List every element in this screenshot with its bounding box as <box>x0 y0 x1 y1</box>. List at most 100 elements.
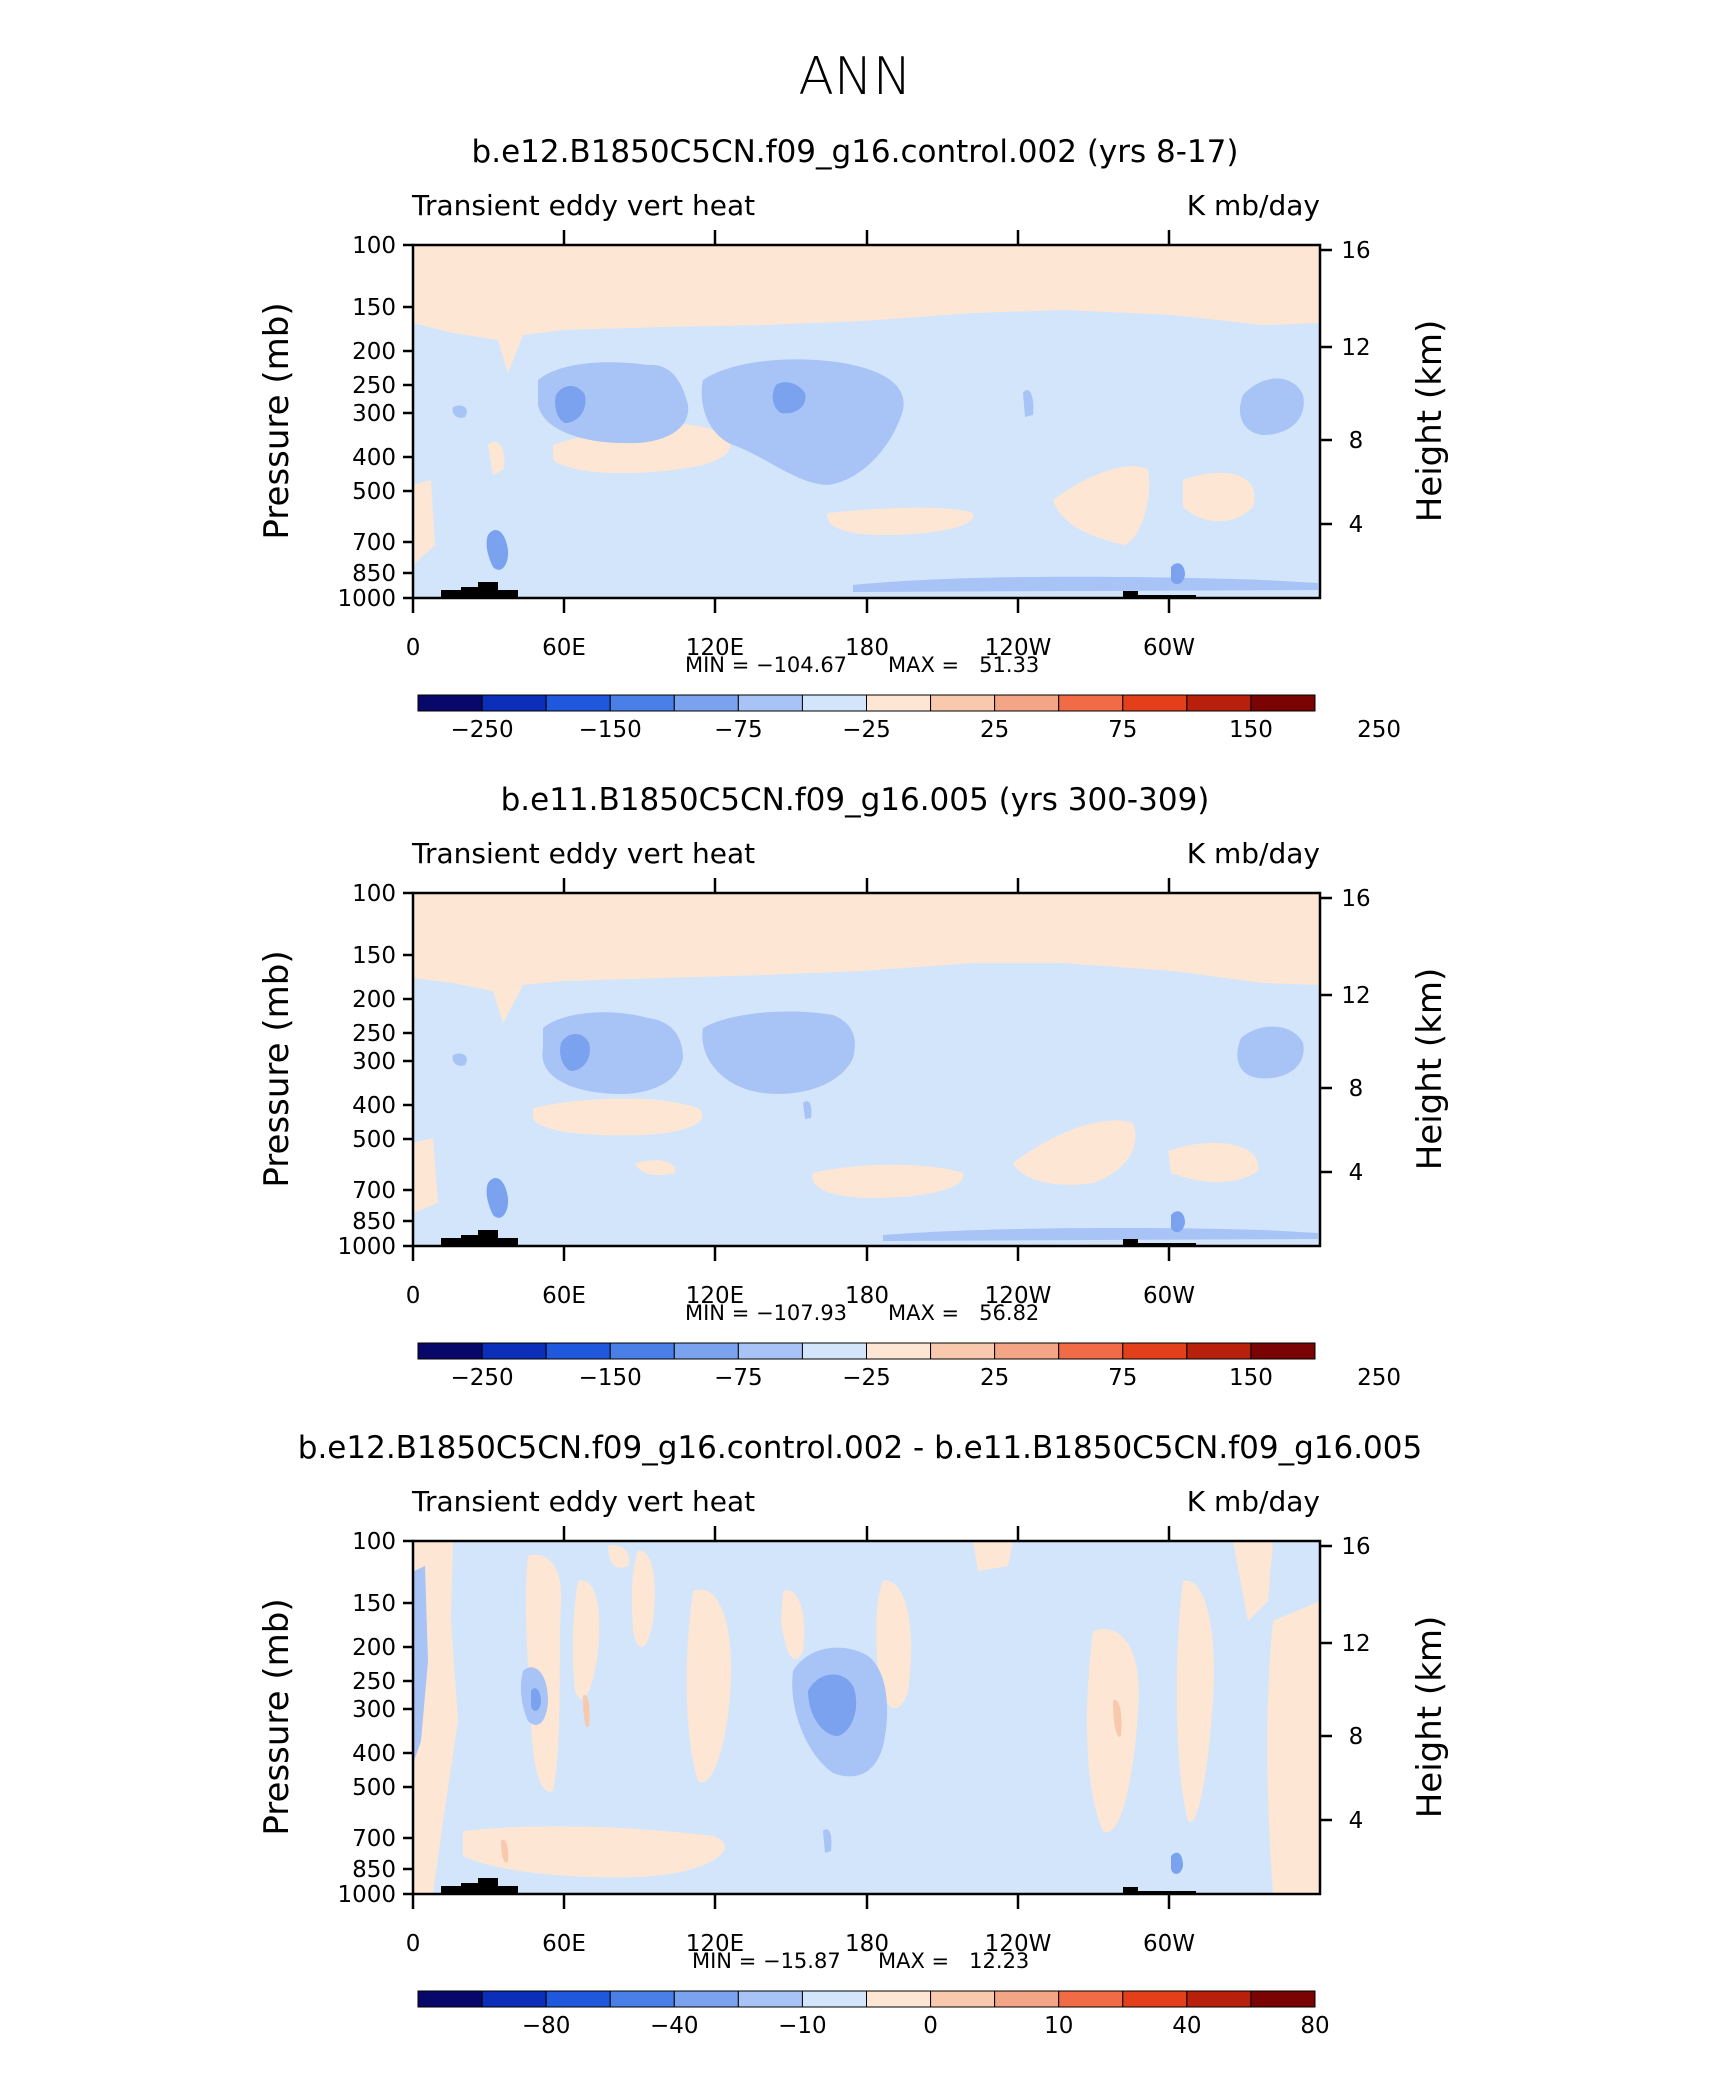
y-axis-label: Pressure (mb) <box>257 1598 297 1835</box>
field-negative-region <box>452 405 467 418</box>
field-positive-region <box>827 507 974 535</box>
field-positive-region <box>488 441 505 475</box>
y-tick-label: 700 <box>352 530 396 556</box>
colorbar: −250 −150 −75 −25 25 75 150 250 <box>417 1342 1401 1391</box>
plot-area: 0 60E 120E 180 120W 60W 100 150 200 250 … <box>337 878 1371 1325</box>
colorbar-swatch <box>609 1990 675 2008</box>
y-tick-label: 100 <box>352 1529 396 1555</box>
colorbar-swatch <box>481 694 547 712</box>
colorbar-label: 250 <box>1357 1365 1401 1391</box>
field-positive-region <box>1233 1541 1273 1621</box>
y-tick-label: 150 <box>352 943 396 969</box>
y-tick-label: 300 <box>352 1697 396 1723</box>
y2-tick-label: 4 <box>1349 1160 1364 1186</box>
field-negative-region <box>1171 1852 1183 1874</box>
y2-axis-label: Height (km) <box>1410 320 1450 523</box>
field-negative-region <box>542 1012 683 1095</box>
colorbar-label: −150 <box>579 717 642 743</box>
variable-label: Transient eddy vert heat <box>411 1485 755 1518</box>
land-mask <box>441 1878 518 1894</box>
x-tick-label: 60E <box>542 1283 586 1309</box>
y-tick-label: 400 <box>352 1093 396 1119</box>
colorbar-swatch <box>1122 1342 1188 1360</box>
units-label: K mb/day <box>1187 1485 1320 1518</box>
y-tick-label: 150 <box>352 1591 396 1617</box>
colorbar-label: −40 <box>650 2013 699 2039</box>
colorbar-label: 40 <box>1172 2013 1201 2039</box>
x-tick-label: 0 <box>406 635 421 661</box>
colorbar-swatch <box>994 694 1060 712</box>
field-negative-region <box>1237 1026 1304 1079</box>
units-label: K mb/day <box>1187 189 1320 222</box>
x-tick-label: 120E <box>686 635 744 661</box>
colorbar-swatch <box>801 694 867 712</box>
max-label: MAX = 51.33 <box>888 653 1039 677</box>
colorbar-swatch <box>481 1342 547 1360</box>
colorbar-swatch <box>994 1342 1060 1360</box>
y2-axis-label: Height (km) <box>1410 1616 1450 1819</box>
field-positive-region <box>501 1839 509 1863</box>
y-tick-label: 150 <box>352 295 396 321</box>
y-tick-label: 250 <box>352 1021 396 1047</box>
y-tick-label: 1000 <box>337 586 396 612</box>
field-positive-region <box>413 893 1320 1023</box>
y2-tick-label: 4 <box>1349 1808 1364 1834</box>
colorbar-swatch <box>866 1342 932 1360</box>
y2-tick-label: 16 <box>1341 886 1370 912</box>
y2-tick-label: 12 <box>1341 335 1370 361</box>
land-mask <box>1123 1887 1196 1894</box>
field-positive-region <box>572 1580 600 1699</box>
x-tick-label: 0 <box>406 1931 421 1957</box>
field-positive-region <box>413 480 435 565</box>
colorbar-swatch <box>866 694 932 712</box>
y2-tick-label: 12 <box>1341 983 1370 1009</box>
y-tick-label: 400 <box>352 445 396 471</box>
units-label: K mb/day <box>1187 837 1320 870</box>
colorbar-label: 25 <box>980 1365 1009 1391</box>
x-tick-label: 120E <box>686 1283 744 1309</box>
panel-3: b.e12.B1850C5CN.f09_g16.control.002 - b.… <box>257 1430 1450 2039</box>
y2-tick-label: 16 <box>1341 1534 1370 1560</box>
field-negative-region <box>452 1053 467 1066</box>
colorbar-swatch <box>1186 694 1252 712</box>
colorbar-swatch <box>1186 1342 1252 1360</box>
plot-area: 0 60E 120E 180 120W 60W 100 150 200 250 … <box>337 1526 1371 1973</box>
y-tick-label: 250 <box>352 1669 396 1695</box>
max-label: MAX = 56.82 <box>888 1301 1039 1325</box>
y-tick-label: 700 <box>352 1826 396 1852</box>
colorbar-swatch <box>1058 1342 1124 1360</box>
field-positive-region <box>525 1554 562 1792</box>
x-tick-label: 180 <box>845 1283 889 1309</box>
field-negative-region <box>853 576 1318 592</box>
field-negative-region <box>486 1178 509 1218</box>
colorbar-label: −150 <box>579 1365 642 1391</box>
colorbar: −250 −150 −75 −25 25 75 150 250 <box>417 694 1401 743</box>
field-positive-region <box>1176 1580 1214 1823</box>
y-tick-label: 300 <box>352 1049 396 1075</box>
colorbar-label: −75 <box>714 1365 763 1391</box>
colorbar-label: −250 <box>450 717 513 743</box>
colorbar-label: 10 <box>1044 2013 1073 2039</box>
colorbar-swatch <box>673 694 739 712</box>
field-negative-region <box>1023 389 1034 417</box>
field-negative-region <box>1171 563 1185 585</box>
field-positive-region <box>1267 1601 1320 1894</box>
variable-label: Transient eddy vert heat <box>411 189 755 222</box>
colorbar-label: 150 <box>1229 717 1273 743</box>
colorbar-swatch <box>930 694 996 712</box>
field-positive-region <box>1053 466 1150 545</box>
y-tick-label: 200 <box>352 987 396 1013</box>
colorbar-swatch <box>417 1342 483 1360</box>
y-tick-label: 300 <box>352 401 396 427</box>
field-positive-region <box>1013 1120 1136 1185</box>
field-positive-region <box>1183 472 1255 522</box>
y2-tick-label: 8 <box>1349 1076 1364 1102</box>
x-tick-label: 0 <box>406 1283 421 1309</box>
colorbar-swatch <box>609 1342 675 1360</box>
x-tick-label: 120W <box>985 1283 1052 1309</box>
y-tick-label: 1000 <box>337 1882 396 1908</box>
y-tick-label: 400 <box>352 1741 396 1767</box>
y-tick-label: 200 <box>352 339 396 365</box>
field-positive-region <box>781 1590 805 1660</box>
colorbar-label: 75 <box>1108 1365 1137 1391</box>
